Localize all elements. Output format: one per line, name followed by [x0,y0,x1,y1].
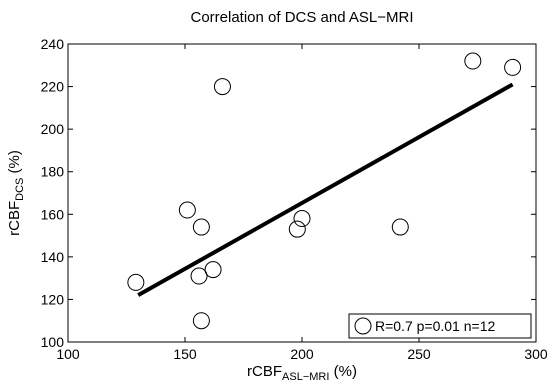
y-tick-label: 120 [41,291,65,307]
x-axis-label-base: rCBF [247,363,282,380]
y-axis-label-base: rCBF [6,201,23,236]
data-point [178,201,196,219]
y-axis-label-sub: DCS [14,178,26,201]
x-axis-label-suffix: (%) [329,363,357,380]
x-tick-label: 300 [524,346,548,362]
plot-area [67,43,537,343]
data-point [192,312,210,330]
x-tick-label: 200 [290,346,314,362]
legend-marker [354,317,372,335]
y-tick-label: 200 [41,121,65,137]
y-tick-label: 180 [41,164,65,180]
data-point [204,261,222,279]
regression-line-group [137,82,514,297]
y-axis-label: rCBFDCS (%) [6,150,26,236]
data-point [391,218,409,236]
regression-line [137,82,514,297]
legend-label: R=0.7 p=0.01 n=12 [375,318,495,334]
data-point [288,220,306,238]
y-tick-label: 220 [41,79,65,95]
x-tick-label: 250 [407,346,431,362]
x-tick-label: 100 [56,346,80,362]
axis-ticks: 100 150 200 250 300 100 120 140 160 180 200 220 240 [41,36,548,362]
y-tick-label: 140 [41,249,65,265]
x-axis-label-sub: ASL−MRI [282,371,329,382]
data-points [127,52,522,330]
y-tick-label: 160 [41,206,65,222]
x-axis-label: rCBFASL−MRI (%) [247,363,357,382]
chart-title: Correlation of DCS and ASL−MRI [190,9,413,26]
y-tick-label: 240 [41,36,65,52]
data-point [190,267,208,285]
data-point [293,210,311,228]
legend: R=0.7 p=0.01 n=12 [348,313,532,339]
x-tick-label: 150 [173,346,197,362]
data-point [127,273,145,291]
legend-box [348,313,532,339]
data-point [213,78,231,96]
y-axis-label-suffix: (%) [6,150,23,178]
data-point [464,52,482,70]
data-point [192,218,210,236]
y-tick-label: 100 [41,334,65,350]
data-point [504,58,522,76]
